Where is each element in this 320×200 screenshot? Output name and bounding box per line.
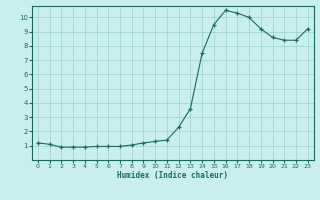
X-axis label: Humidex (Indice chaleur): Humidex (Indice chaleur) (117, 171, 228, 180)
